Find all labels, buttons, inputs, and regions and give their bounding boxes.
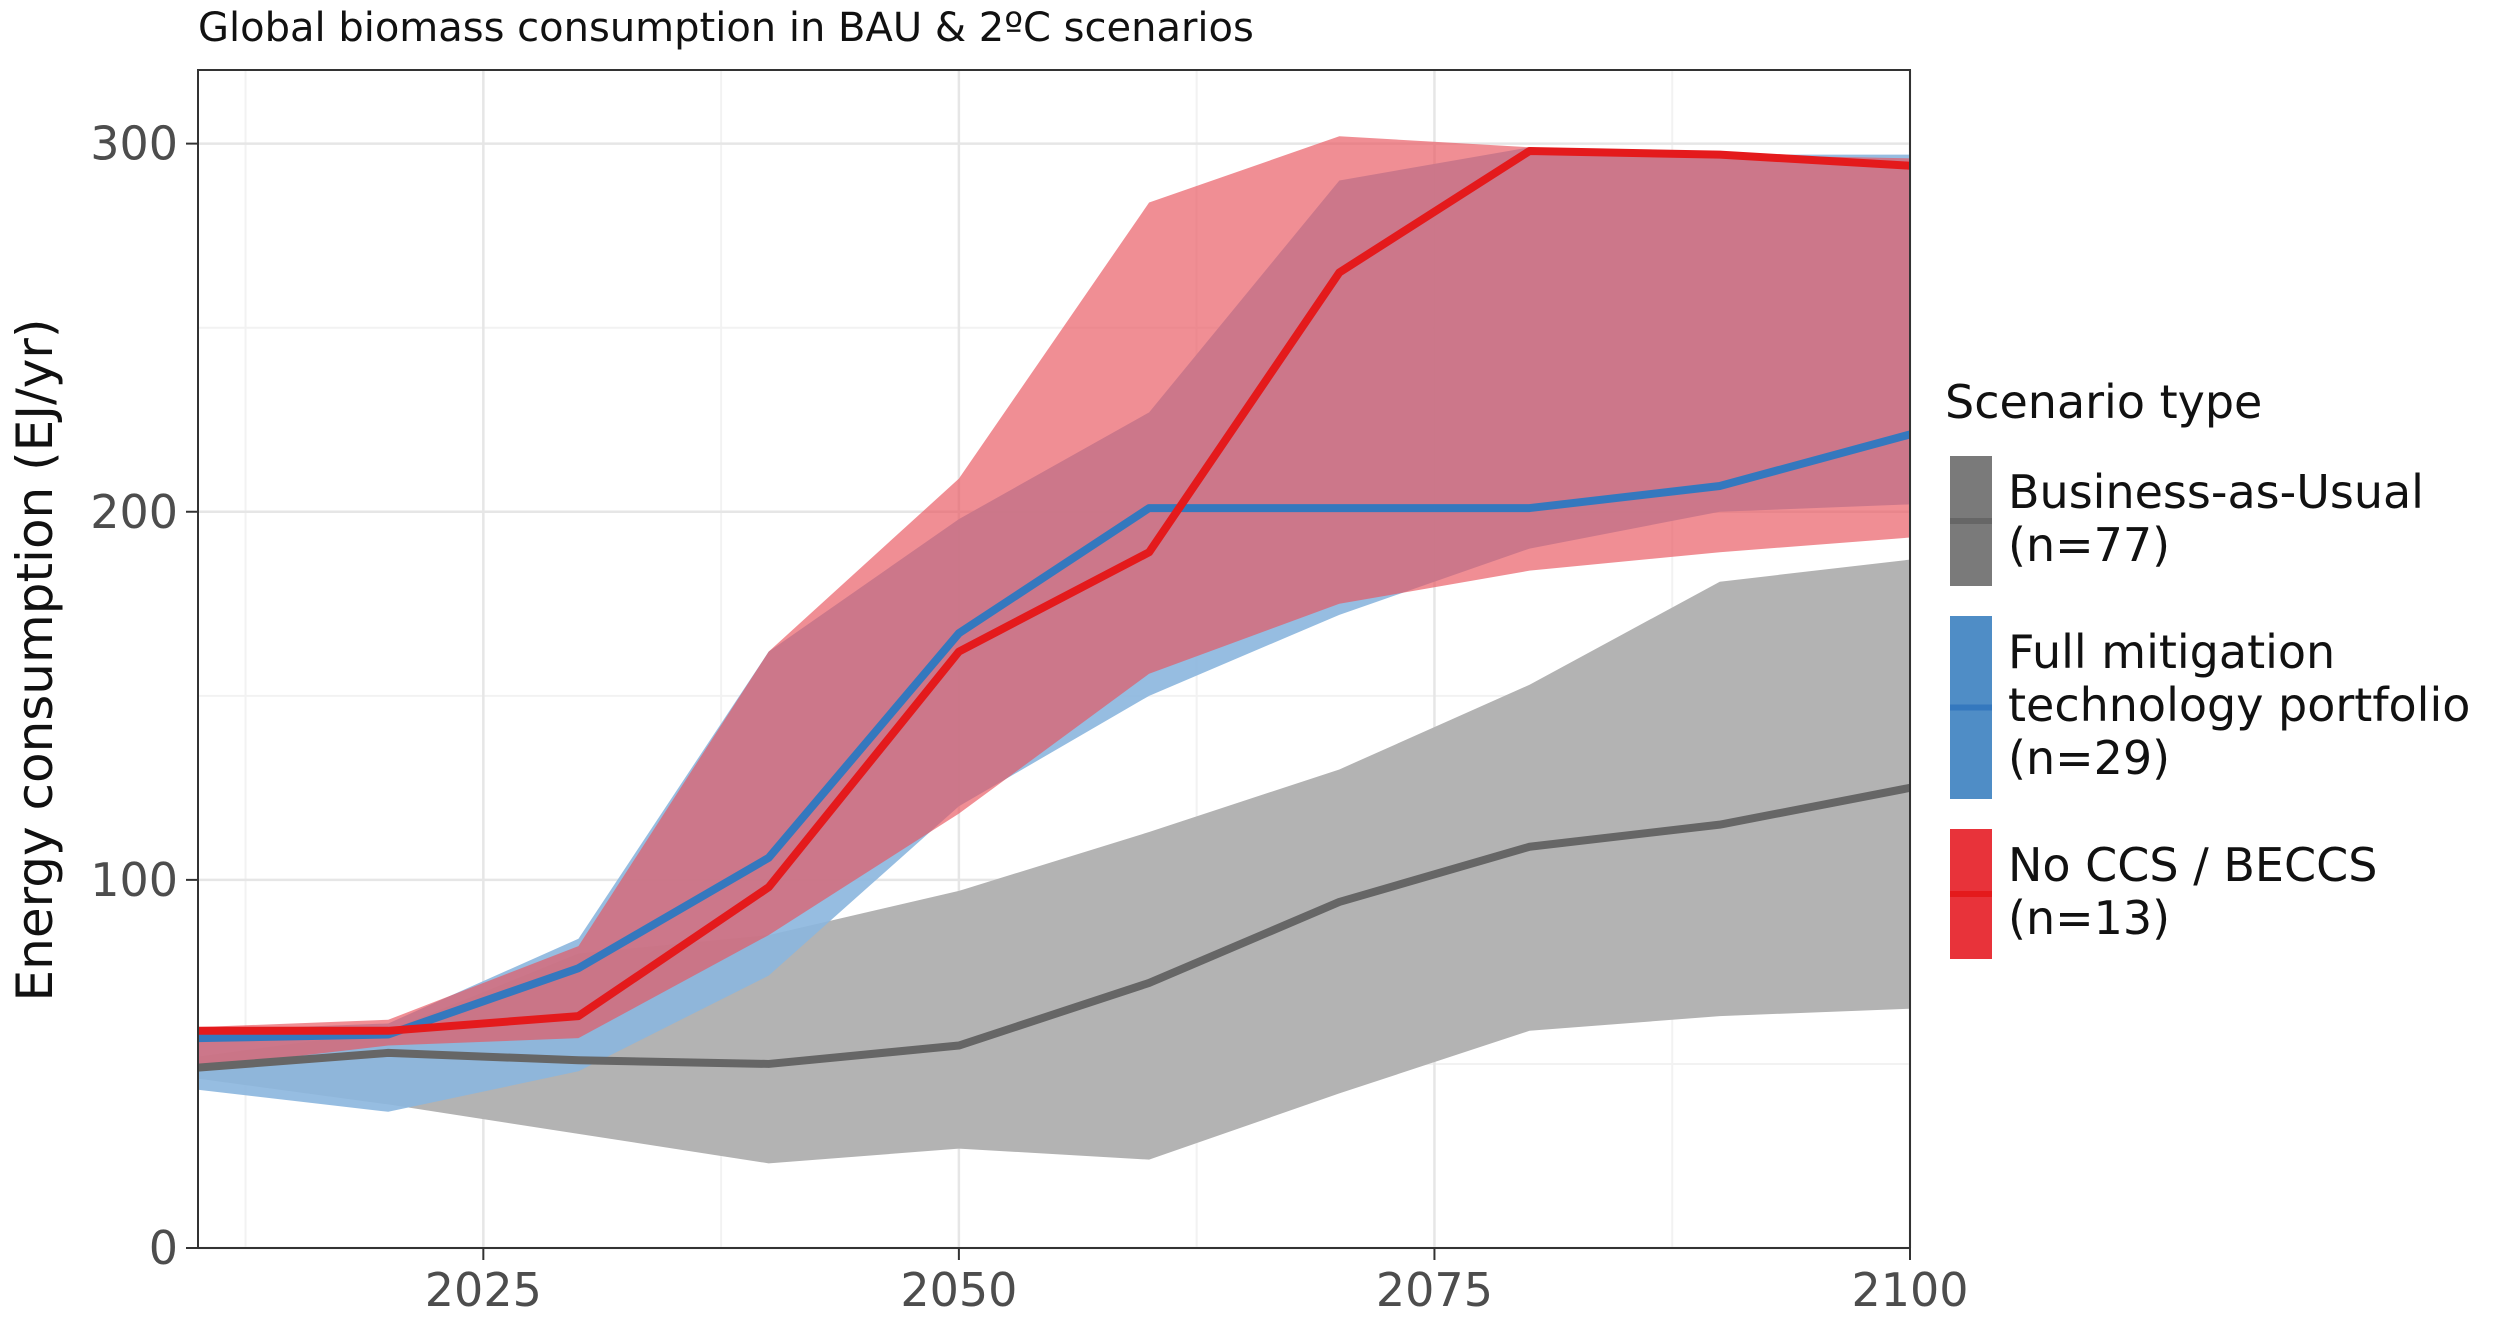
- x-tick-label: 2075: [1376, 1263, 1493, 1317]
- line-series-1: [197, 783, 1911, 1072]
- legend-label: Full mitigation: [2008, 625, 2335, 679]
- line-series-3: [198, 146, 1911, 1035]
- y-tick-label: 100: [90, 853, 178, 907]
- y-axis: 0 100 200 300: [90, 117, 198, 1275]
- x-tick-label: 2025: [425, 1263, 542, 1317]
- legend-title: Scenario type: [1945, 375, 2262, 429]
- x-axis: 2025 2050 2075 2100: [425, 1248, 1969, 1317]
- legend: Scenario type Business-as-Usual(n=77) Ful…: [1945, 375, 2470, 959]
- x-tick-label: 2050: [900, 1263, 1017, 1317]
- legend-label: (n=29): [2008, 731, 2170, 785]
- legend-label: (n=13): [2008, 891, 2170, 945]
- legend-label: Business-as-Usual: [2008, 465, 2424, 519]
- y-tick-label: 300: [90, 117, 178, 171]
- plot-border: [197, 69, 1911, 1249]
- y-tick-label: 0: [149, 1221, 178, 1275]
- y-axis-label: Energy consumption (EJ/yr): [6, 319, 64, 1002]
- legend-label: technology portfolio: [2008, 678, 2470, 732]
- legend-label: (n=77): [2008, 518, 2170, 572]
- line-series-2: [197, 430, 1912, 1043]
- median-lines: [197, 146, 1912, 1072]
- x-tick-label: 2100: [1851, 1263, 1968, 1317]
- legend-label: No CCS / BECCS: [2008, 838, 2377, 892]
- y-tick-label: 200: [90, 485, 178, 539]
- chart-title: Global biomass consumption in BAU & 2ºC …: [198, 5, 1254, 51]
